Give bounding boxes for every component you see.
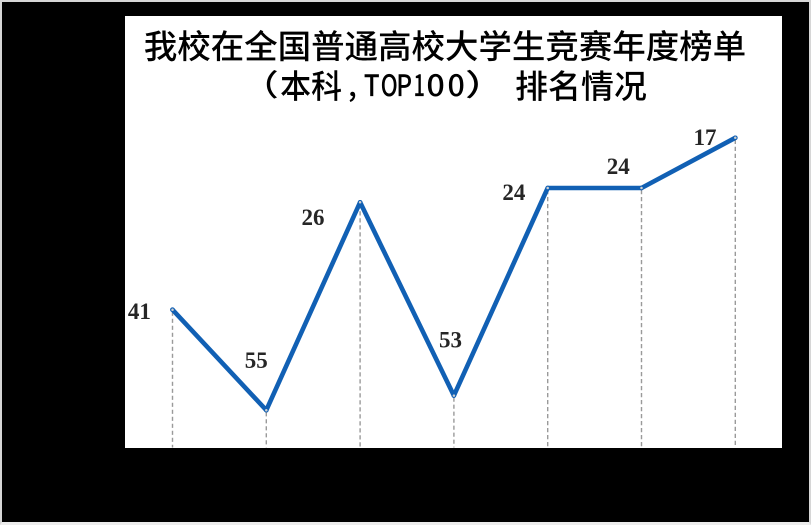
svg-text:24: 24	[607, 154, 631, 179]
svg-text:26: 26	[302, 205, 325, 230]
svg-text:53: 53	[439, 327, 462, 352]
svg-text:55: 55	[245, 348, 268, 373]
svg-text:24: 24	[502, 180, 526, 205]
svg-text:41: 41	[128, 299, 151, 324]
svg-text:17: 17	[694, 125, 717, 150]
